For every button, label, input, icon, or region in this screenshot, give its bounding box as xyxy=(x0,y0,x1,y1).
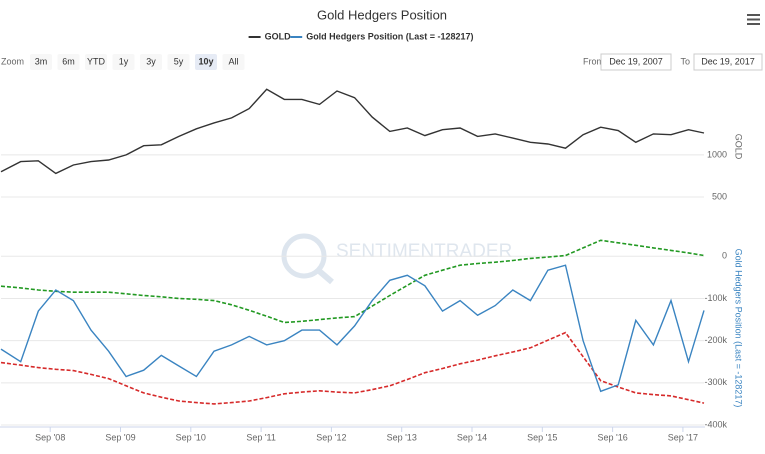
zoom-button-label[interactable]: 6m xyxy=(62,56,75,66)
zoom-button[interactable] xyxy=(140,54,162,70)
x-tick-label: Sep '16 xyxy=(597,432,627,442)
x-tick-label: Sep '13 xyxy=(387,432,417,442)
legend-label[interactable]: GOLD xyxy=(265,31,291,41)
zoom-button-label[interactable]: 5y xyxy=(174,56,184,66)
to-input[interactable] xyxy=(693,53,763,71)
zoom-button[interactable] xyxy=(30,54,52,70)
y-axis-title: Gold Hedgers Position (Last = -128217) xyxy=(734,249,744,408)
data-line xyxy=(0,264,705,393)
zoom-button[interactable] xyxy=(222,54,245,70)
watermark xyxy=(281,233,334,285)
zoom-label: Zoom xyxy=(1,56,24,66)
from-value[interactable]: Dec 19, 2007 xyxy=(609,56,663,66)
zoom-button-label[interactable]: 1y xyxy=(119,56,129,66)
to-label: To xyxy=(680,56,690,66)
zoom-button-label[interactable]: YTD xyxy=(87,56,106,66)
x-tick-label: Sep '17 xyxy=(668,432,698,442)
y-axis-title: GOLD xyxy=(734,134,744,160)
zoom-button-label[interactable]: 3m xyxy=(35,56,48,66)
data-line xyxy=(0,88,705,175)
y-tick-label: 1000 xyxy=(707,149,727,159)
zoom-button-label[interactable]: 3y xyxy=(146,56,156,66)
zoom-button[interactable] xyxy=(85,54,107,70)
y-tick-label: -400k xyxy=(704,419,727,429)
x-tick-label: Sep '14 xyxy=(457,432,487,442)
from-input[interactable] xyxy=(600,53,672,71)
x-tick-label: Sep '12 xyxy=(316,432,346,442)
zoom-button-label[interactable]: 10y xyxy=(198,56,213,66)
chart-title: Gold Hedgers Position xyxy=(317,7,447,22)
to-value[interactable]: Dec 19, 2017 xyxy=(701,56,755,66)
x-tick-label: Sep '11 xyxy=(246,432,276,442)
data-line xyxy=(0,239,705,324)
menu-icon[interactable] xyxy=(747,14,760,25)
from-label: From xyxy=(583,56,604,66)
data-line xyxy=(0,331,705,405)
menu-bar[interactable] xyxy=(747,23,760,25)
y-tick-label: -100k xyxy=(704,293,727,303)
y-tick-label: -200k xyxy=(704,335,727,345)
x-tick-label: Sep '09 xyxy=(105,432,135,442)
y-tick-label: 0 xyxy=(722,251,727,261)
zoom-button[interactable] xyxy=(57,54,80,70)
watermark-icon xyxy=(316,267,334,285)
x-tick-label: Sep '08 xyxy=(35,432,65,442)
legend-label[interactable]: Gold Hedgers Position (Last = -128217) xyxy=(306,31,473,41)
zoom-button[interactable] xyxy=(195,54,217,70)
zoom-button[interactable] xyxy=(112,54,135,70)
menu-bar[interactable] xyxy=(747,18,760,21)
zoom-button-label[interactable]: All xyxy=(228,56,238,66)
x-tick-label: Sep '15 xyxy=(527,432,557,442)
x-tick-label: Sep '10 xyxy=(176,432,206,442)
menu-bar[interactable] xyxy=(747,14,760,16)
y-tick-label: 500 xyxy=(712,191,727,201)
watermark-text: SENTIMENTRADER xyxy=(336,241,512,262)
y-tick-label: -300k xyxy=(704,377,727,387)
zoom-button[interactable] xyxy=(167,54,190,70)
